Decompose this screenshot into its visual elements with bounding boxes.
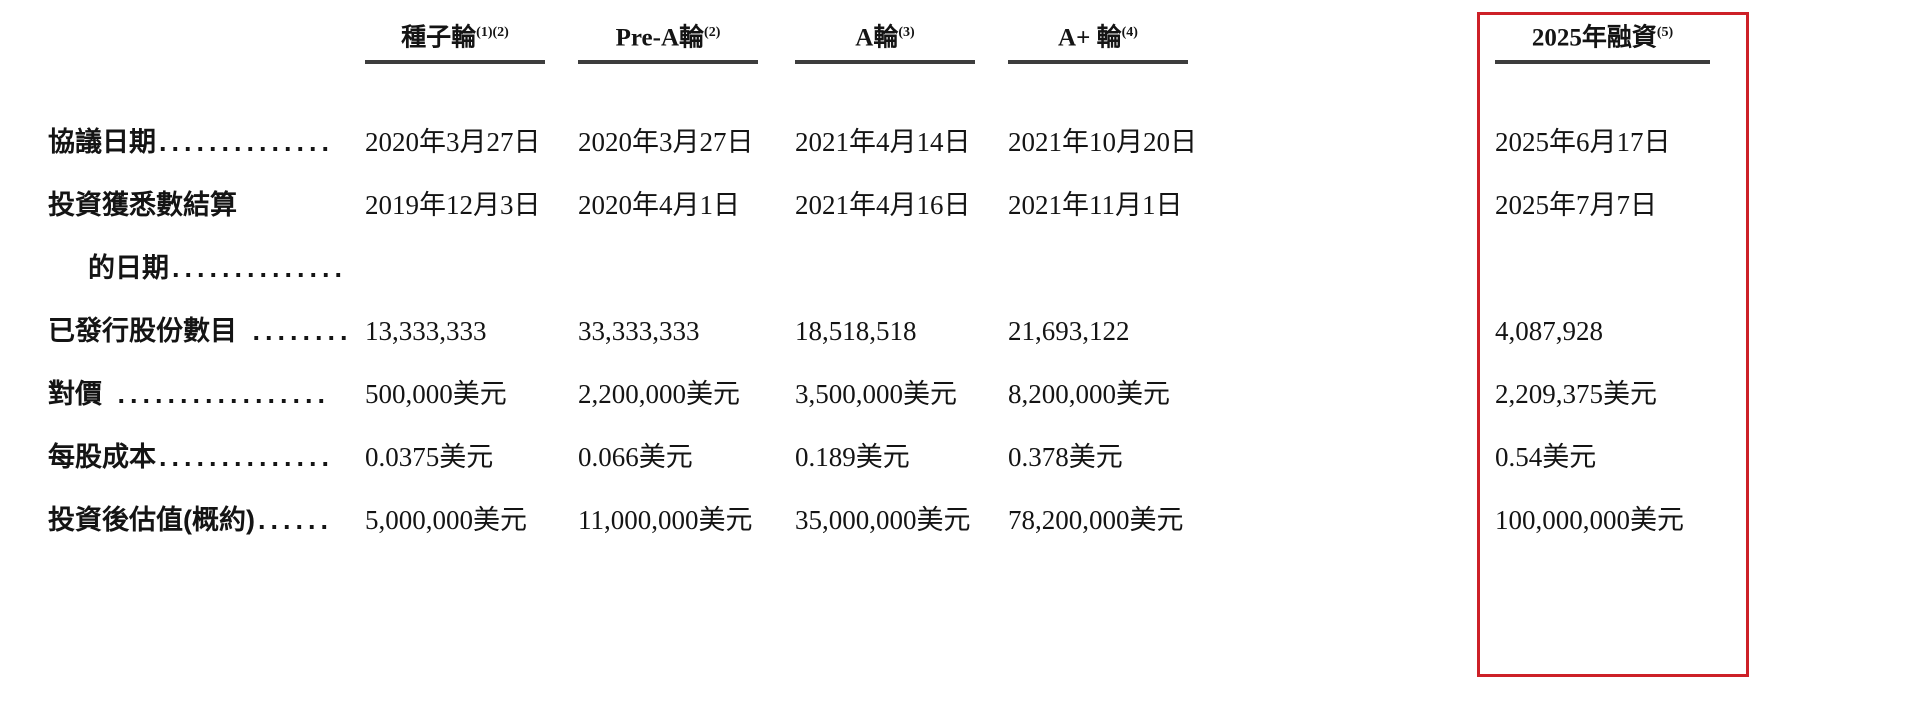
- row-label: 對價 .................: [48, 376, 365, 439]
- funding-rounds-table: 種子輪(1)(2) Pre-A輪(2) A輪(3) A+ 輪(4) 2025年融資(5)…: [48, 14, 1790, 565]
- table-cell: [795, 250, 1008, 313]
- column-header-footnote: (2): [704, 25, 721, 40]
- table-cell: [365, 250, 578, 313]
- row-label-text: 投資後估值(概約): [48, 505, 255, 535]
- table-cell: 33,333,333: [578, 316, 700, 346]
- row-label-text: 投資獲悉數結算: [48, 190, 237, 220]
- column-header-footnote: (3): [898, 25, 915, 40]
- table-cell: 2020年3月27日: [578, 127, 754, 157]
- table-cell: 78,200,000美元: [1008, 505, 1184, 535]
- column-header: 種子輪(1)(2): [365, 14, 578, 65]
- table-cell: 11,000,000美元: [578, 505, 753, 535]
- column-header-inner: A輪(3): [795, 18, 975, 65]
- dot-leader: ..............: [159, 127, 335, 157]
- column-header-label: Pre-A輪: [615, 24, 705, 52]
- dot-leader: ........: [240, 316, 353, 346]
- table-cell: 2,200,000美元: [578, 379, 740, 409]
- row-label-text: 每股成本: [48, 442, 156, 472]
- table-cell: 0.189美元: [795, 442, 910, 472]
- table-cell: 2025年7月7日: [1495, 190, 1657, 220]
- column-header: A+ 輪(4): [1008, 14, 1495, 65]
- header-underline: [1495, 60, 1710, 65]
- row-label-text: 的日期: [88, 253, 169, 283]
- column-header: 2025年融資(5): [1495, 14, 1790, 65]
- column-header: A輪(3): [795, 14, 1008, 65]
- row-label: 的日期..............: [48, 250, 365, 313]
- table-cell: 2021年10月20日: [1008, 127, 1197, 157]
- table-cell: 0.066美元: [578, 442, 693, 472]
- table-cell: 2021年11月1日: [1008, 190, 1183, 220]
- table-cell: [1495, 250, 1790, 313]
- table-cell: 100,000,000美元: [1495, 505, 1684, 535]
- row-label-text: 協議日期: [48, 127, 156, 157]
- column-header-label: 2025年融資: [1531, 24, 1657, 52]
- dot-leader: ......: [257, 505, 333, 535]
- column-header-inner: A+ 輪(4): [1008, 18, 1188, 65]
- table-cell: 21,693,122: [1008, 316, 1130, 346]
- column-header-inner: 種子輪(1)(2): [365, 18, 545, 65]
- table-cell: [578, 250, 795, 313]
- row-label: 投資後估值(概約)......: [48, 502, 365, 565]
- table-cell: 0.54美元: [1495, 442, 1597, 472]
- row-label-text: 已發行股份數目: [48, 316, 237, 346]
- table-cell: 13,333,333: [365, 316, 487, 346]
- table-cell: 0.0375美元: [365, 442, 494, 472]
- row-label: 已發行股份數目 ........: [48, 313, 365, 376]
- header-underline: [578, 60, 758, 65]
- table-cell: 2021年4月14日: [795, 127, 971, 157]
- dot-leader: .................: [105, 379, 331, 409]
- column-header-label: A輪: [855, 24, 899, 52]
- table-cell: 2025年6月17日: [1495, 127, 1671, 157]
- column-header-footnote: (4): [1121, 25, 1138, 40]
- table-cell: 0.378美元: [1008, 442, 1123, 472]
- table-cell: 35,000,000美元: [795, 505, 971, 535]
- table-cell: 2020年4月1日: [578, 190, 740, 220]
- column-header: Pre-A輪(2): [578, 14, 795, 65]
- column-header-label: 種子輪: [401, 24, 477, 52]
- table-cell: 3,500,000美元: [795, 379, 957, 409]
- header-underline: [795, 60, 975, 65]
- table-cell: [1008, 250, 1495, 313]
- table-corner-cell: [48, 14, 365, 62]
- header-underline: [365, 60, 545, 65]
- column-header-inner: Pre-A輪(2): [578, 18, 758, 65]
- row-label-text: 對價: [48, 379, 102, 409]
- column-header-inner: 2025年融資(5): [1495, 18, 1710, 65]
- table-cell: 2020年3月27日: [365, 127, 541, 157]
- table-cell: 500,000美元: [365, 379, 507, 409]
- row-label: 每股成本..............: [48, 439, 365, 502]
- table-cell: 2,209,375美元: [1495, 379, 1657, 409]
- column-header-footnote: (1)(2): [476, 25, 509, 40]
- header-underline: [1008, 60, 1188, 65]
- row-label: 協議日期..............: [48, 124, 365, 187]
- column-header-footnote: (5): [1656, 25, 1674, 40]
- dot-leader: ..............: [172, 253, 348, 283]
- column-header-label: A+ 輪: [1058, 24, 1122, 52]
- row-label: 投資獲悉數結算: [48, 187, 365, 250]
- table-cell: 18,518,518: [795, 316, 917, 346]
- table-cell: 4,087,928: [1495, 316, 1603, 346]
- table-cell: 2019年12月3日: [365, 190, 541, 220]
- table-cell: 2021年4月16日: [795, 190, 971, 220]
- table-cell: 5,000,000美元: [365, 505, 527, 535]
- dot-leader: ..............: [159, 442, 335, 472]
- table-cell: 8,200,000美元: [1008, 379, 1170, 409]
